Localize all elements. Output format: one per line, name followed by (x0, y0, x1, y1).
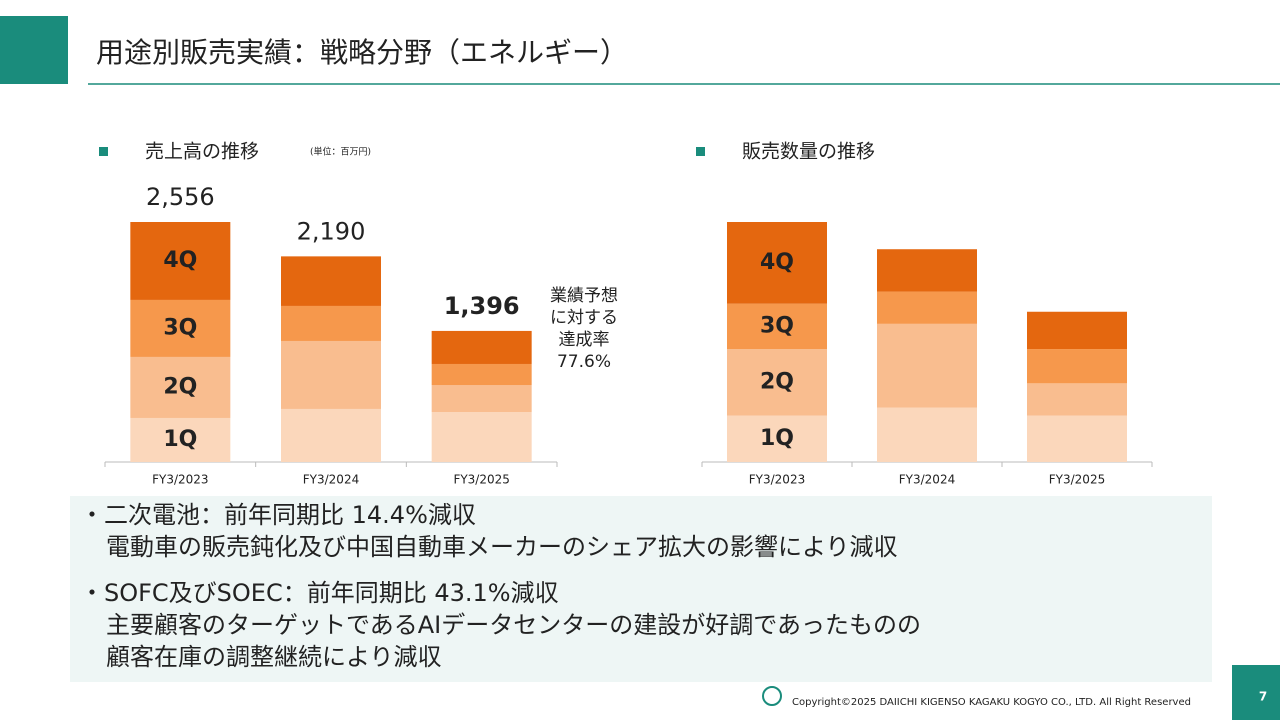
total-label: 2,190 (297, 217, 366, 245)
total-label: 2,556 (146, 183, 215, 211)
slide-title: 用途別販売実績：戦略分野（エネルギー） (96, 36, 628, 69)
bar-segment (130, 222, 231, 300)
bar-segment (130, 299, 231, 357)
page-number: 7 (1259, 690, 1267, 704)
x-tick-label: FY3/2025 (1049, 473, 1105, 487)
total-label: 1,396 (444, 292, 520, 320)
bar-segment (431, 363, 532, 386)
bar-segment (130, 417, 231, 462)
annotation: に対する (550, 308, 618, 328)
bar-segment (877, 249, 977, 292)
segment-label: 2Q (163, 374, 197, 399)
bar-segment (727, 303, 827, 350)
segment-label: 1Q (163, 427, 197, 452)
bullet-heading: ・SOFC及びSOEC：前年同期比 43.1%減収 (80, 579, 559, 607)
logo (762, 686, 782, 706)
segment-label: 2Q (760, 369, 794, 394)
legend-marker (99, 147, 108, 156)
segment-label: 4Q (163, 248, 197, 273)
bar-segment (281, 340, 381, 409)
x-tick-label: FY3/2025 (453, 473, 509, 487)
bullet-line: 電動車の販売鈍化及び中国自動車メーカーのシェア拡大の影響により減収 (106, 533, 898, 561)
bar-segment (1027, 415, 1127, 462)
segment-label: 3Q (760, 313, 794, 338)
bar-segment (281, 305, 381, 341)
segment-label: 1Q (760, 426, 794, 451)
x-tick-label: FY3/2023 (749, 473, 805, 487)
segment-label: 4Q (760, 250, 794, 275)
bar-segment (727, 415, 827, 462)
chart-title: 販売数量の推移 (742, 141, 875, 163)
header-block (0, 16, 68, 84)
unit-label: (単位：百万円) (310, 146, 371, 158)
bar-segment (727, 222, 827, 304)
x-tick-label: FY3/2024 (899, 473, 955, 487)
copyright: Copyright©2025 DAIICHI KIGENSO KAGAKU KO… (792, 697, 1191, 708)
bar-segment (1027, 383, 1127, 416)
annotation: 業績予想 (550, 286, 618, 306)
page-box (1232, 665, 1280, 720)
chart-title: 売上高の推移 (145, 141, 259, 163)
x-tick-label: FY3/2024 (303, 473, 359, 487)
bullet-heading: ・二次電池：前年同期比 14.4%減収 (80, 501, 476, 529)
bar-segment (431, 412, 532, 462)
bar-segment (281, 408, 381, 462)
bar-segment (877, 407, 977, 462)
bullet-box (70, 496, 1212, 682)
bar-segment (431, 385, 532, 413)
bar-segment (431, 330, 532, 364)
annotation: 77.6% (557, 352, 611, 372)
bar-segment (1027, 349, 1127, 384)
bar-segment (1027, 311, 1127, 350)
annotation: 達成率 (559, 330, 610, 350)
x-tick-label: FY3/2023 (152, 473, 208, 487)
bullet-line: 顧客在庫の調整継続により減収 (106, 643, 442, 671)
bar-segment (281, 256, 381, 306)
segment-label: 3Q (163, 315, 197, 340)
bar-segment (130, 356, 231, 418)
legend-marker (696, 147, 705, 156)
bar-segment (877, 291, 977, 324)
bar-segment (877, 323, 977, 408)
bullet-line: 主要顧客のターゲットであるAIデータセンターの建設が好調であったものの (106, 611, 921, 639)
bar-segment (727, 349, 827, 416)
